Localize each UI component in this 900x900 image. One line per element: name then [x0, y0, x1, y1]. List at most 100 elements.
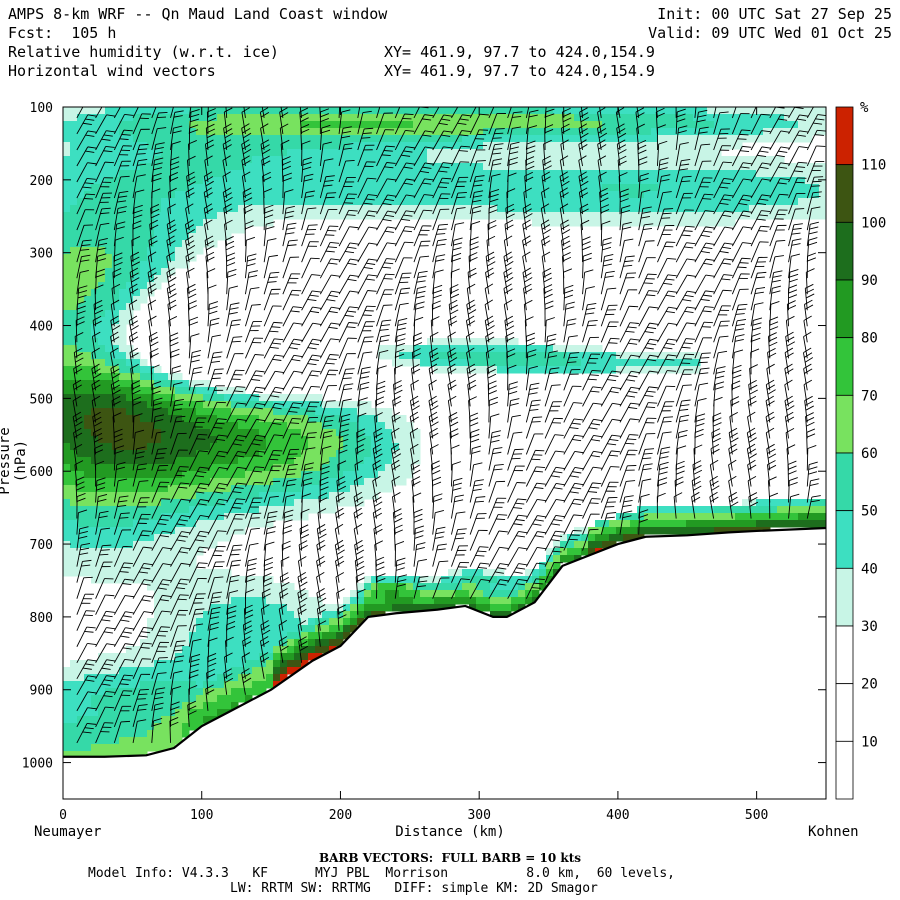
rh-cell: [539, 583, 547, 591]
rh-cell: [210, 114, 218, 122]
rh-cell: [91, 135, 99, 143]
rh-cell: [77, 415, 85, 423]
rh-cell: [595, 534, 603, 542]
rh-cell: [322, 485, 330, 493]
rh-cell: [742, 163, 750, 171]
rh-cell: [217, 590, 225, 598]
rh-cell: [70, 702, 78, 710]
rh-cell: [357, 184, 365, 192]
rh-cell: [133, 142, 141, 150]
wind-barb-shaft: [113, 643, 126, 664]
rh-cell: [763, 513, 771, 521]
rh-cell: [70, 345, 78, 353]
rh-cell: [161, 478, 169, 486]
rh-cell: [266, 506, 274, 514]
rh-cell: [350, 114, 358, 122]
wind-barb-flag: [158, 112, 168, 114]
rh-cell: [322, 114, 330, 122]
rh-cell: [168, 443, 176, 451]
rh-cell: [686, 352, 694, 360]
rh-cell: [147, 156, 155, 164]
rh-cell: [175, 233, 183, 241]
rh-cell: [189, 723, 197, 731]
rh-cell: [224, 471, 232, 479]
wind-barb-flag: [131, 385, 141, 390]
wind-barb-flag: [102, 544, 112, 547]
wind-barb-shaft: [132, 658, 143, 679]
rh-cell: [105, 156, 113, 164]
rh-cell: [140, 541, 148, 549]
rh-cell: [105, 191, 113, 199]
rh-cell: [224, 653, 232, 661]
rh-cell: [476, 366, 484, 374]
rh-cell: [378, 114, 386, 122]
wind-barb-flag: [168, 187, 177, 193]
rh-cell: [63, 135, 71, 143]
rh-cell: [385, 114, 393, 122]
rh-cell: [784, 107, 792, 115]
rh-cell: [322, 632, 330, 640]
rh-cell: [658, 513, 666, 521]
rh-cell: [651, 205, 659, 213]
rh-cell: [182, 492, 190, 500]
rh-cell: [770, 177, 778, 185]
rh-cell: [119, 191, 127, 199]
rh-cell: [252, 625, 260, 633]
rh-cell: [413, 177, 421, 185]
rh-cell: [98, 240, 106, 248]
rh-cell: [322, 184, 330, 192]
rh-cell: [392, 436, 400, 444]
rh-cell: [322, 408, 330, 416]
wind-barb-shaft: [148, 336, 153, 359]
wind-barb-flag: [143, 611, 153, 614]
rh-cell: [203, 156, 211, 164]
rh-cell: [105, 275, 113, 283]
rh-cell: [77, 730, 85, 738]
rh-cell: [63, 464, 71, 472]
wind-barb-shaft: [76, 178, 88, 199]
rh-cell: [238, 492, 246, 500]
rh-cell: [217, 107, 225, 115]
rh-cell: [756, 156, 764, 164]
rh-cell: [196, 702, 204, 710]
rh-cell: [126, 212, 134, 220]
rh-cell: [644, 142, 652, 150]
rh-cell: [112, 268, 120, 276]
rh-cell: [98, 478, 106, 486]
rh-cell: [756, 506, 764, 514]
rh-cell: [140, 366, 148, 374]
wind-barb-flag: [130, 288, 139, 294]
rh-cell: [133, 429, 141, 437]
rh-cell: [574, 191, 582, 199]
wind-barb-flag: [134, 204, 143, 209]
rh-cell: [147, 422, 155, 430]
rh-cell: [70, 121, 78, 129]
rh-cell: [175, 716, 183, 724]
wind-barb-flag: [137, 463, 148, 466]
rh-cell: [154, 177, 162, 185]
rh-cell: [91, 275, 99, 283]
rh-cell: [595, 219, 603, 227]
rh-cell: [364, 576, 372, 584]
rh-cell: [406, 163, 414, 171]
rh-cell: [238, 618, 246, 626]
rh-cell: [182, 660, 190, 668]
rh-cell: [497, 583, 505, 591]
rh-cell: [301, 625, 309, 633]
wind-barb-flag: [115, 236, 124, 241]
rh-cell: [91, 681, 99, 689]
rh-cell: [406, 590, 414, 598]
rh-cell: [224, 464, 232, 472]
rh-cell: [357, 156, 365, 164]
rh-cell: [448, 135, 456, 143]
rh-cell: [119, 436, 127, 444]
rh-cell: [637, 205, 645, 213]
rh-cell: [301, 408, 309, 416]
rh-cell: [455, 163, 463, 171]
rh-cell: [728, 520, 736, 528]
rh-cell: [84, 429, 92, 437]
rh-cell: [182, 646, 190, 654]
rh-cell: [336, 156, 344, 164]
rh-cell: [679, 177, 687, 185]
rh-cell: [252, 597, 260, 605]
